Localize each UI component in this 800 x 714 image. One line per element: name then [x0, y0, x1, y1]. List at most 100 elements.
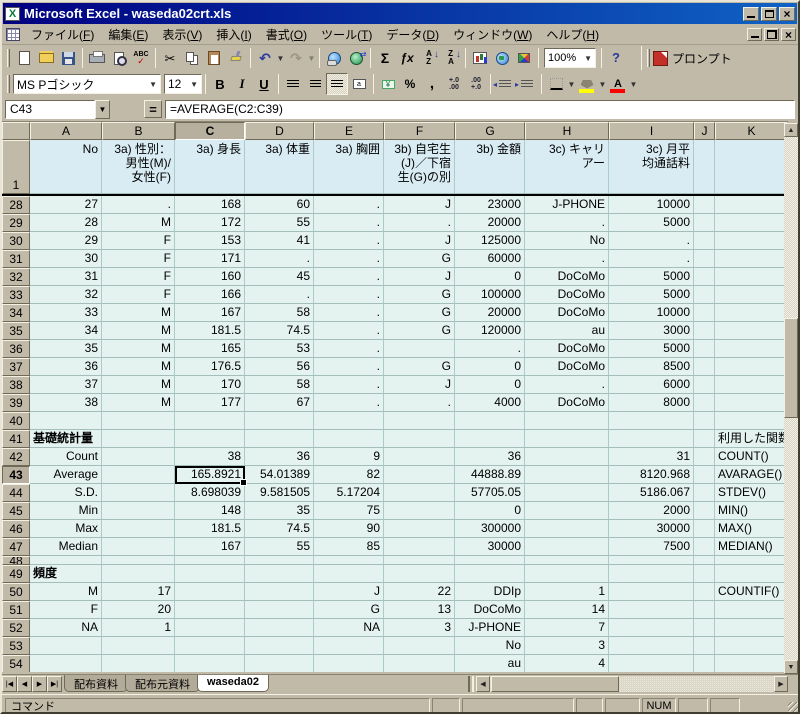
cell-A45[interactable]: Min [30, 502, 102, 520]
cell-C29[interactable]: 172 [175, 214, 245, 232]
cell-A41[interactable]: 基礎統計量 [30, 430, 102, 448]
cell-H44[interactable] [525, 484, 609, 502]
cell-A42[interactable]: Count [30, 448, 102, 466]
cell-H52[interactable]: 7 [525, 619, 609, 637]
cell-C1[interactable]: 3a) 身長 [175, 140, 245, 194]
cell-H28[interactable]: J-PHONE [525, 196, 609, 214]
cell-D41[interactable] [245, 430, 314, 448]
cell-J1[interactable] [694, 140, 715, 194]
cell-H47[interactable] [525, 538, 609, 556]
cell-K53[interactable] [715, 637, 788, 655]
font-color-button[interactable]: A [607, 73, 629, 95]
cell-A33[interactable]: 32 [30, 286, 102, 304]
cell-H37[interactable]: DoCoMo [525, 358, 609, 376]
cell-G28[interactable]: 23000 [455, 196, 525, 214]
cell-E29[interactable]: . [314, 214, 384, 232]
cell-D33[interactable]: . [245, 286, 314, 304]
hyperlink-icon[interactable] [323, 47, 345, 69]
print-icon[interactable] [86, 47, 108, 69]
cell-B42[interactable] [102, 448, 175, 466]
cell-C39[interactable]: 177 [175, 394, 245, 412]
cell-F40[interactable] [384, 412, 455, 430]
cell-C52[interactable] [175, 619, 245, 637]
cell-G54[interactable]: au [455, 655, 525, 672]
cell-D36[interactable]: 53 [245, 340, 314, 358]
cell-E1[interactable]: 3a) 胸囲 [314, 140, 384, 194]
cell-C32[interactable]: 160 [175, 268, 245, 286]
cell-H48[interactable] [525, 556, 609, 565]
cell-G35[interactable]: 120000 [455, 322, 525, 340]
cell-B32[interactable]: F [102, 268, 175, 286]
cell-I31[interactable]: . [609, 250, 694, 268]
column-header-C[interactable]: C [175, 122, 245, 140]
cell-H35[interactable]: au [525, 322, 609, 340]
cell-K30[interactable] [715, 232, 788, 250]
cell-C48[interactable] [175, 556, 245, 565]
row-header-51[interactable]: 51 [2, 601, 30, 619]
workbook-close-button[interactable]: × [781, 28, 796, 41]
column-header-I[interactable]: I [609, 122, 694, 140]
cell-C47[interactable]: 167 [175, 538, 245, 556]
cell-E40[interactable] [314, 412, 384, 430]
cell-D35[interactable]: 74.5 [245, 322, 314, 340]
cell-K54[interactable] [715, 655, 788, 672]
cell-F31[interactable]: G [384, 250, 455, 268]
cell-A46[interactable]: Max [30, 520, 102, 538]
scroll-up-icon[interactable]: ▲ [784, 123, 798, 137]
cell-F48[interactable] [384, 556, 455, 565]
cell-I45[interactable]: 2000 [609, 502, 694, 520]
cell-G53[interactable]: No [455, 637, 525, 655]
cell-D52[interactable] [245, 619, 314, 637]
tab-splitter[interactable] [468, 676, 474, 692]
cell-A34[interactable]: 33 [30, 304, 102, 322]
redo-icon[interactable]: ↷ [285, 47, 307, 69]
cell-H46[interactable] [525, 520, 609, 538]
cell-G37[interactable]: 0 [455, 358, 525, 376]
borders-dropdown-icon[interactable]: ▼ [567, 79, 576, 89]
row-header-47[interactable]: 47 [2, 538, 30, 556]
cell-E44[interactable]: 5.17204 [314, 484, 384, 502]
first-sheet-icon[interactable]: |◀ [2, 676, 17, 692]
cell-E54[interactable] [314, 655, 384, 672]
comma-style-button[interactable]: , [421, 73, 443, 95]
cell-C33[interactable]: 166 [175, 286, 245, 304]
cell-E37[interactable]: . [314, 358, 384, 376]
bold-button[interactable]: B [209, 73, 231, 95]
fmtpaint-icon[interactable] [225, 47, 247, 69]
toolbar-grip[interactable] [647, 49, 650, 67]
cell-C30[interactable]: 153 [175, 232, 245, 250]
cell-D28[interactable]: 60 [245, 196, 314, 214]
cell-H43[interactable] [525, 466, 609, 484]
cell-I50[interactable] [609, 583, 694, 601]
size-dropdown-icon[interactable]: ▼ [190, 79, 198, 89]
cell-C34[interactable]: 167 [175, 304, 245, 322]
cell-K47[interactable]: MEDIAN() [715, 538, 788, 556]
scroll-left-icon[interactable]: ◀ [476, 676, 490, 692]
cell-D46[interactable]: 74.5 [245, 520, 314, 538]
cell-A38[interactable]: 37 [30, 376, 102, 394]
cell-G49[interactable] [455, 565, 525, 583]
row-header-53[interactable]: 53 [2, 637, 30, 655]
cell-G52[interactable]: J-PHONE [455, 619, 525, 637]
percent-style-button[interactable]: % [399, 73, 421, 95]
cell-J33[interactable] [694, 286, 715, 304]
cell-H32[interactable]: DoCoMo [525, 268, 609, 286]
cell-D29[interactable]: 55 [245, 214, 314, 232]
cell-B30[interactable]: F [102, 232, 175, 250]
cell-B48[interactable] [102, 556, 175, 565]
menu-item-tools[interactable]: ツール(T) [321, 28, 373, 42]
cell-J34[interactable] [694, 304, 715, 322]
prev-sheet-icon[interactable]: ◀ [17, 676, 32, 692]
cell-C50[interactable] [175, 583, 245, 601]
row-header-28[interactable]: 28 [2, 196, 30, 214]
cell-D31[interactable]: . [245, 250, 314, 268]
cell-C37[interactable]: 176.5 [175, 358, 245, 376]
cell-C38[interactable]: 170 [175, 376, 245, 394]
cell-F52[interactable]: 3 [384, 619, 455, 637]
cell-G51[interactable]: DoCoMo [455, 601, 525, 619]
cell-B51[interactable]: 20 [102, 601, 175, 619]
cell-E52[interactable]: NA [314, 619, 384, 637]
workbook-icon[interactable] [6, 28, 20, 41]
maximize-button[interactable] [761, 6, 777, 21]
scroll-right-icon[interactable]: ▶ [774, 676, 788, 692]
